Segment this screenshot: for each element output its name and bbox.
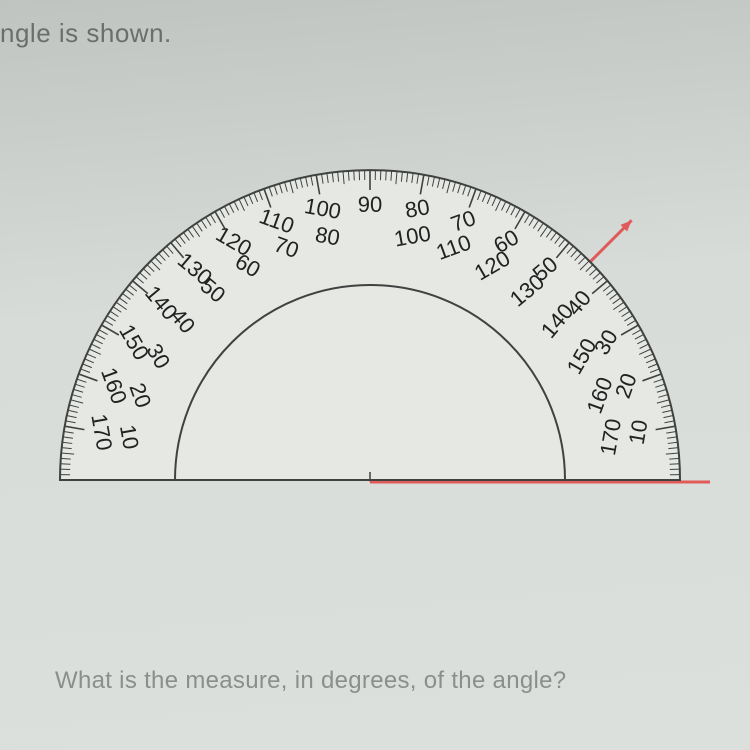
header-fragment: ngle is shown.	[0, 18, 172, 49]
svg-text:10: 10	[624, 418, 653, 446]
question-text: What is the measure, in degrees, of the …	[55, 667, 566, 695]
svg-text:90: 90	[358, 192, 382, 217]
svg-text:80: 80	[403, 194, 431, 223]
svg-text:10: 10	[115, 423, 144, 451]
protractor-diagram: 1701601501401301201101009080706050403020…	[30, 110, 710, 530]
svg-text:80: 80	[313, 222, 341, 251]
